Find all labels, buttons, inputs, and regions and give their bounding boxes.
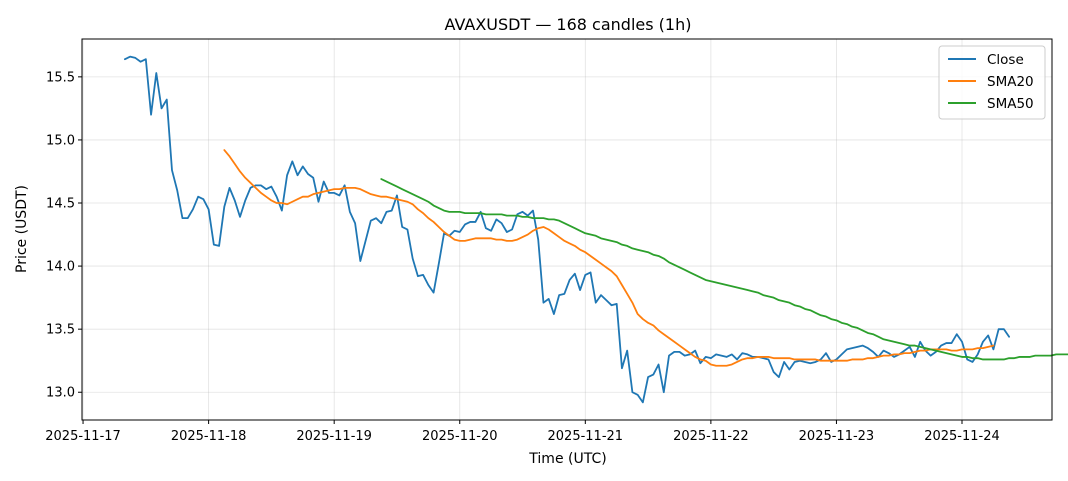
x-axis: 2025-11-17 2025-11-18 2025-11-19 2025-11-20… xyxy=(45,420,1000,444)
y-tick-label: 13.0 xyxy=(46,386,75,401)
x-tick-label: 2025-11-22 xyxy=(673,429,749,444)
x-tick-label: 2025-11-21 xyxy=(548,429,624,444)
x-tick-label: 2025-11-17 xyxy=(45,429,121,444)
legend: Close SMA20 SMA50 xyxy=(938,45,1046,120)
y-axis: 13.0 13.5 14.0 14.5 15.0 15.5 xyxy=(46,70,82,401)
legend-frame xyxy=(938,45,1046,120)
x-tick-label: 2025-11-18 xyxy=(171,429,247,444)
y-tick-label: 14.0 xyxy=(46,260,75,275)
series-line-sma20 xyxy=(223,149,995,367)
x-tick-label: 2025-11-20 xyxy=(422,429,498,444)
series-line-sma50 xyxy=(380,178,1068,361)
x-tick-label: 2025-11-23 xyxy=(799,429,875,444)
plot-frame xyxy=(81,38,1053,421)
y-tick-label: 15.5 xyxy=(46,70,75,85)
y-axis-label: Price (USDT) xyxy=(14,185,30,273)
series-line-close xyxy=(124,55,1010,404)
legend-label: SMA20 xyxy=(987,74,1034,90)
x-tick-label: 2025-11-19 xyxy=(296,429,372,444)
y-tick-label: 15.0 xyxy=(46,133,75,148)
chart-title: AVAXUSDT — 168 candles (1h) xyxy=(445,15,692,34)
legend-label: Close xyxy=(987,52,1024,68)
x-tick-label: 2025-11-24 xyxy=(924,429,1000,444)
y-tick-label: 14.5 xyxy=(46,197,75,212)
x-axis-label: Time (UTC) xyxy=(528,451,606,467)
y-tick-label: 13.5 xyxy=(46,323,75,338)
plot-area xyxy=(82,39,1052,420)
legend-label: SMA50 xyxy=(987,96,1034,112)
series-layer xyxy=(124,55,1068,404)
